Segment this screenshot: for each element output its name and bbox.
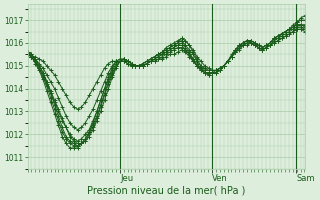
X-axis label: Pression niveau de la mer( hPa ): Pression niveau de la mer( hPa ) (87, 186, 245, 196)
